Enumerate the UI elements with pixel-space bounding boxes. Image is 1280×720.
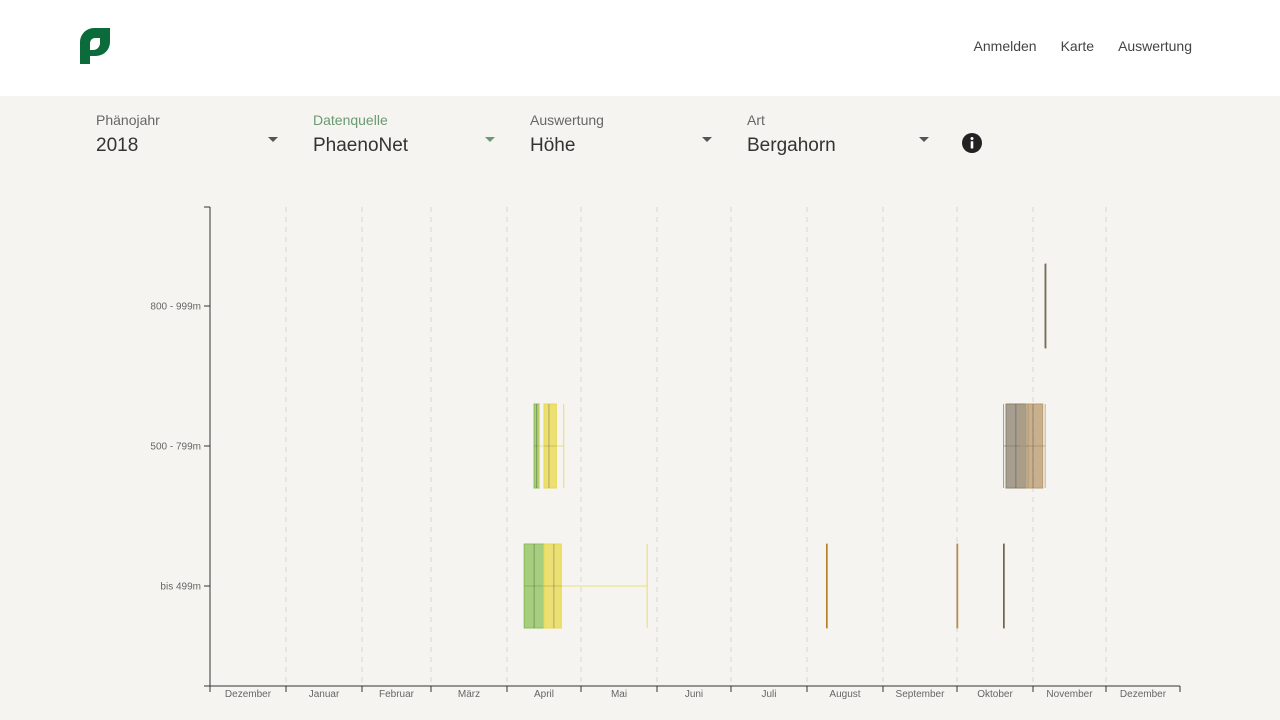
box-body <box>543 543 562 629</box>
x-tick-label: September <box>896 689 946 700</box>
x-tick-label: Februar <box>379 689 415 700</box>
top-bar: Anmelden Karte Auswertung <box>0 0 1280 96</box>
x-tick-label: Juli <box>761 689 776 700</box>
box-body <box>1025 403 1044 489</box>
species-select[interactable]: Art Bergahorn <box>747 112 929 164</box>
box-body <box>543 403 557 489</box>
y-tick-label: 500 - 799m <box>150 442 201 453</box>
species-select-value: Bergahorn <box>747 135 836 156</box>
analysis-select-value: Höhe <box>530 135 576 156</box>
box-body <box>1044 263 1047 349</box>
datasource-select-label: Datenquelle <box>313 112 388 128</box>
box-body <box>826 543 828 629</box>
x-tick-label: Dezember <box>1120 689 1167 700</box>
x-tick-label: November <box>1046 689 1093 700</box>
x-tick-label: Juni <box>685 689 703 700</box>
x-tick-label: Januar <box>309 689 340 700</box>
species-select-label: Art <box>747 112 765 128</box>
x-tick-label: Oktober <box>977 689 1013 700</box>
x-tick-label: April <box>534 689 554 700</box>
nav-analysis-link[interactable]: Auswertung <box>1118 38 1192 54</box>
phaenonet-logo-icon[interactable] <box>80 28 110 64</box>
chevron-down-icon <box>268 137 278 142</box>
info-icon[interactable] <box>962 133 982 153</box>
box-body <box>956 543 959 629</box>
year-select-value: 2018 <box>96 135 139 156</box>
box-body <box>1003 543 1005 629</box>
chevron-down-icon <box>919 137 929 142</box>
x-tick-label: März <box>458 689 480 700</box>
y-tick-label: 800 - 999m <box>150 302 201 313</box>
chevron-down-icon <box>702 137 712 142</box>
x-tick-label: Dezember <box>225 689 272 700</box>
x-tick-label: Mai <box>611 689 627 700</box>
year-select[interactable]: Phänojahr 2018 <box>96 112 278 164</box>
nav-map-link[interactable]: Karte <box>1060 38 1095 54</box>
chevron-down-icon <box>485 137 495 142</box>
year-select-label: Phänojahr <box>96 112 160 128</box>
datasource-select-value: PhaenoNet <box>313 135 409 156</box>
main-nav: Anmelden Karte Auswertung <box>974 38 1192 54</box>
y-tick-label: bis 499m <box>160 582 201 593</box>
analysis-select-label: Auswertung <box>530 112 604 128</box>
nav-login-link[interactable]: Anmelden <box>973 38 1037 54</box>
x-tick-label: August <box>829 689 860 700</box>
analysis-select[interactable]: Auswertung Höhe <box>530 112 712 164</box>
datasource-select[interactable]: Datenquelle PhaenoNet <box>313 112 495 164</box>
